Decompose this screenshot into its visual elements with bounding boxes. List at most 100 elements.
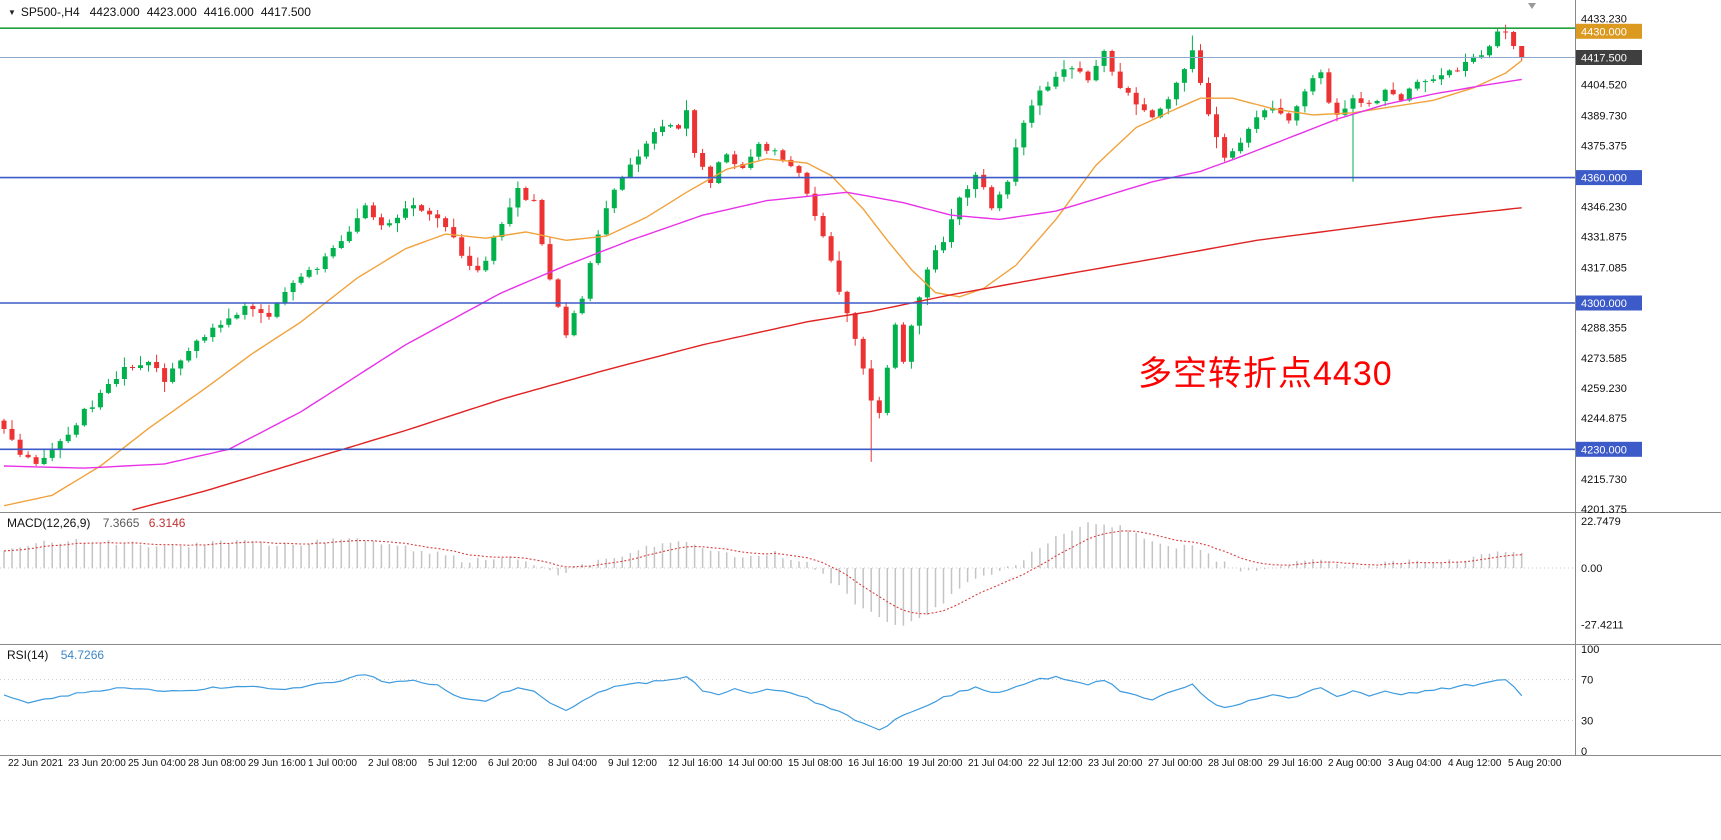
candle-bearish <box>1125 88 1131 93</box>
candle-bearish <box>860 338 866 369</box>
price-tick-label: 4433.230 <box>1581 13 1627 25</box>
candle-bearish <box>427 210 433 215</box>
candle-bullish <box>354 218 360 232</box>
candle-bullish <box>1479 55 1484 57</box>
time-axis-label: 1 Jul 00:00 <box>308 758 357 769</box>
price-tick-label: 4317.085 <box>1581 262 1627 274</box>
candle-bearish <box>459 237 465 256</box>
time-axis-label: 9 Jul 12:00 <box>608 758 657 769</box>
time-axis-label: 5 Jul 12:00 <box>428 758 477 769</box>
candle-bullish <box>772 150 778 152</box>
price-tick-label: 4288.355 <box>1581 322 1627 334</box>
candle-bullish <box>395 217 400 224</box>
candle-bullish <box>595 234 601 264</box>
time-axis-label: 2 Jul 08:00 <box>368 758 417 769</box>
price-level-badge-text: 4417.500 <box>1581 52 1627 64</box>
macd-tick-label: 22.7479 <box>1581 516 1621 528</box>
candle-bearish <box>523 188 529 200</box>
price-tick-label: 4375.375 <box>1581 141 1627 153</box>
candle-bullish <box>186 351 192 361</box>
candle-bullish <box>1189 50 1195 69</box>
candle-bearish <box>266 312 272 317</box>
candle-bullish <box>1487 46 1492 56</box>
candle-bearish <box>1077 68 1083 72</box>
candlestick-series <box>1 24 1525 466</box>
time-axis-label: 25 Jun 04:00 <box>128 758 186 769</box>
candle-bullish <box>1310 78 1316 92</box>
candle-bearish <box>25 454 31 458</box>
price-tick-label: 4273.585 <box>1581 353 1627 365</box>
candle-bearish <box>1390 89 1396 95</box>
candle-bullish <box>933 250 938 270</box>
time-axis-label: 15 Jul 08:00 <box>788 758 843 769</box>
candle-bullish <box>507 207 513 224</box>
rsi-tick-label: 30 <box>1581 715 1593 727</box>
candle-bearish <box>981 174 987 188</box>
candle-bullish <box>138 365 143 368</box>
candle-bullish <box>1414 81 1420 89</box>
candle-bullish <box>1294 106 1300 121</box>
candle-bullish <box>218 324 224 328</box>
candle-bearish <box>555 279 561 307</box>
candle-bullish <box>668 125 673 127</box>
candle-bullish <box>1045 86 1051 91</box>
ohlc-high: 4423.000 <box>146 5 197 19</box>
candle-bullish <box>973 174 979 190</box>
candle-bearish <box>1278 107 1284 114</box>
collapse-indicator-icon[interactable]: ▼ <box>8 7 16 17</box>
candle-bearish <box>836 260 842 292</box>
candle-bullish <box>49 448 55 458</box>
candle-bearish <box>563 306 569 336</box>
price-tick-label: 4259.230 <box>1581 383 1627 395</box>
candle-bearish <box>1133 92 1139 105</box>
candle-bullish <box>290 282 296 292</box>
candle-bullish <box>892 324 898 368</box>
candle-bearish <box>258 309 264 313</box>
candle-bearish <box>17 439 23 455</box>
candle-bearish <box>154 362 160 369</box>
macd-main-value: 7.3665 <box>102 516 140 530</box>
time-axis-label: 28 Jul 08:00 <box>1208 758 1263 769</box>
candle-bearish <box>1214 114 1219 138</box>
candle-bullish <box>73 425 79 435</box>
chart-shift-marker[interactable] <box>1528 3 1536 9</box>
candle-bearish <box>676 125 681 129</box>
candle-bearish <box>780 150 786 160</box>
candle-bullish <box>1093 65 1099 81</box>
candle-bearish <box>370 205 376 218</box>
price-level-badge <box>1576 23 1642 39</box>
time-axis-label: 22 Jul 12:00 <box>1028 758 1083 769</box>
candle-bullish <box>1021 122 1027 148</box>
candle-bullish <box>941 242 946 251</box>
candle-bullish <box>81 408 87 426</box>
candle-bullish <box>908 325 914 362</box>
candle-bullish <box>1406 88 1412 101</box>
candle-bullish <box>1382 89 1388 101</box>
candle-bearish <box>443 218 449 228</box>
candle-bullish <box>660 126 665 132</box>
candle-bullish <box>274 303 280 317</box>
candle-bullish <box>170 368 176 382</box>
ma-line-slow <box>132 207 1522 511</box>
candle-bearish <box>692 110 698 153</box>
candle-bullish <box>362 205 368 219</box>
price-level-badge <box>1576 170 1642 186</box>
price-annotation-text[interactable]: 多空转折点4430 <box>1138 355 1393 393</box>
macd-signal-value: 6.3146 <box>148 516 186 530</box>
candle-bullish <box>884 367 890 413</box>
candle-bullish <box>1438 75 1444 80</box>
candle-bullish <box>619 177 625 190</box>
candle-bullish <box>1061 69 1067 77</box>
candle-bearish <box>1511 32 1517 46</box>
price-level-badge-text: 4300.000 <box>1581 298 1627 310</box>
candle-bearish <box>419 205 425 211</box>
ma-line-fast <box>3 60 1523 507</box>
candle-bullish <box>57 441 63 449</box>
price-level-badge-text: 4230.000 <box>1581 444 1627 456</box>
candle-bullish <box>1238 142 1244 152</box>
rsi-tick-label: 100 <box>1581 644 1599 656</box>
candle-bullish <box>1173 82 1179 100</box>
price-tick-label: 4201.375 <box>1581 504 1627 516</box>
